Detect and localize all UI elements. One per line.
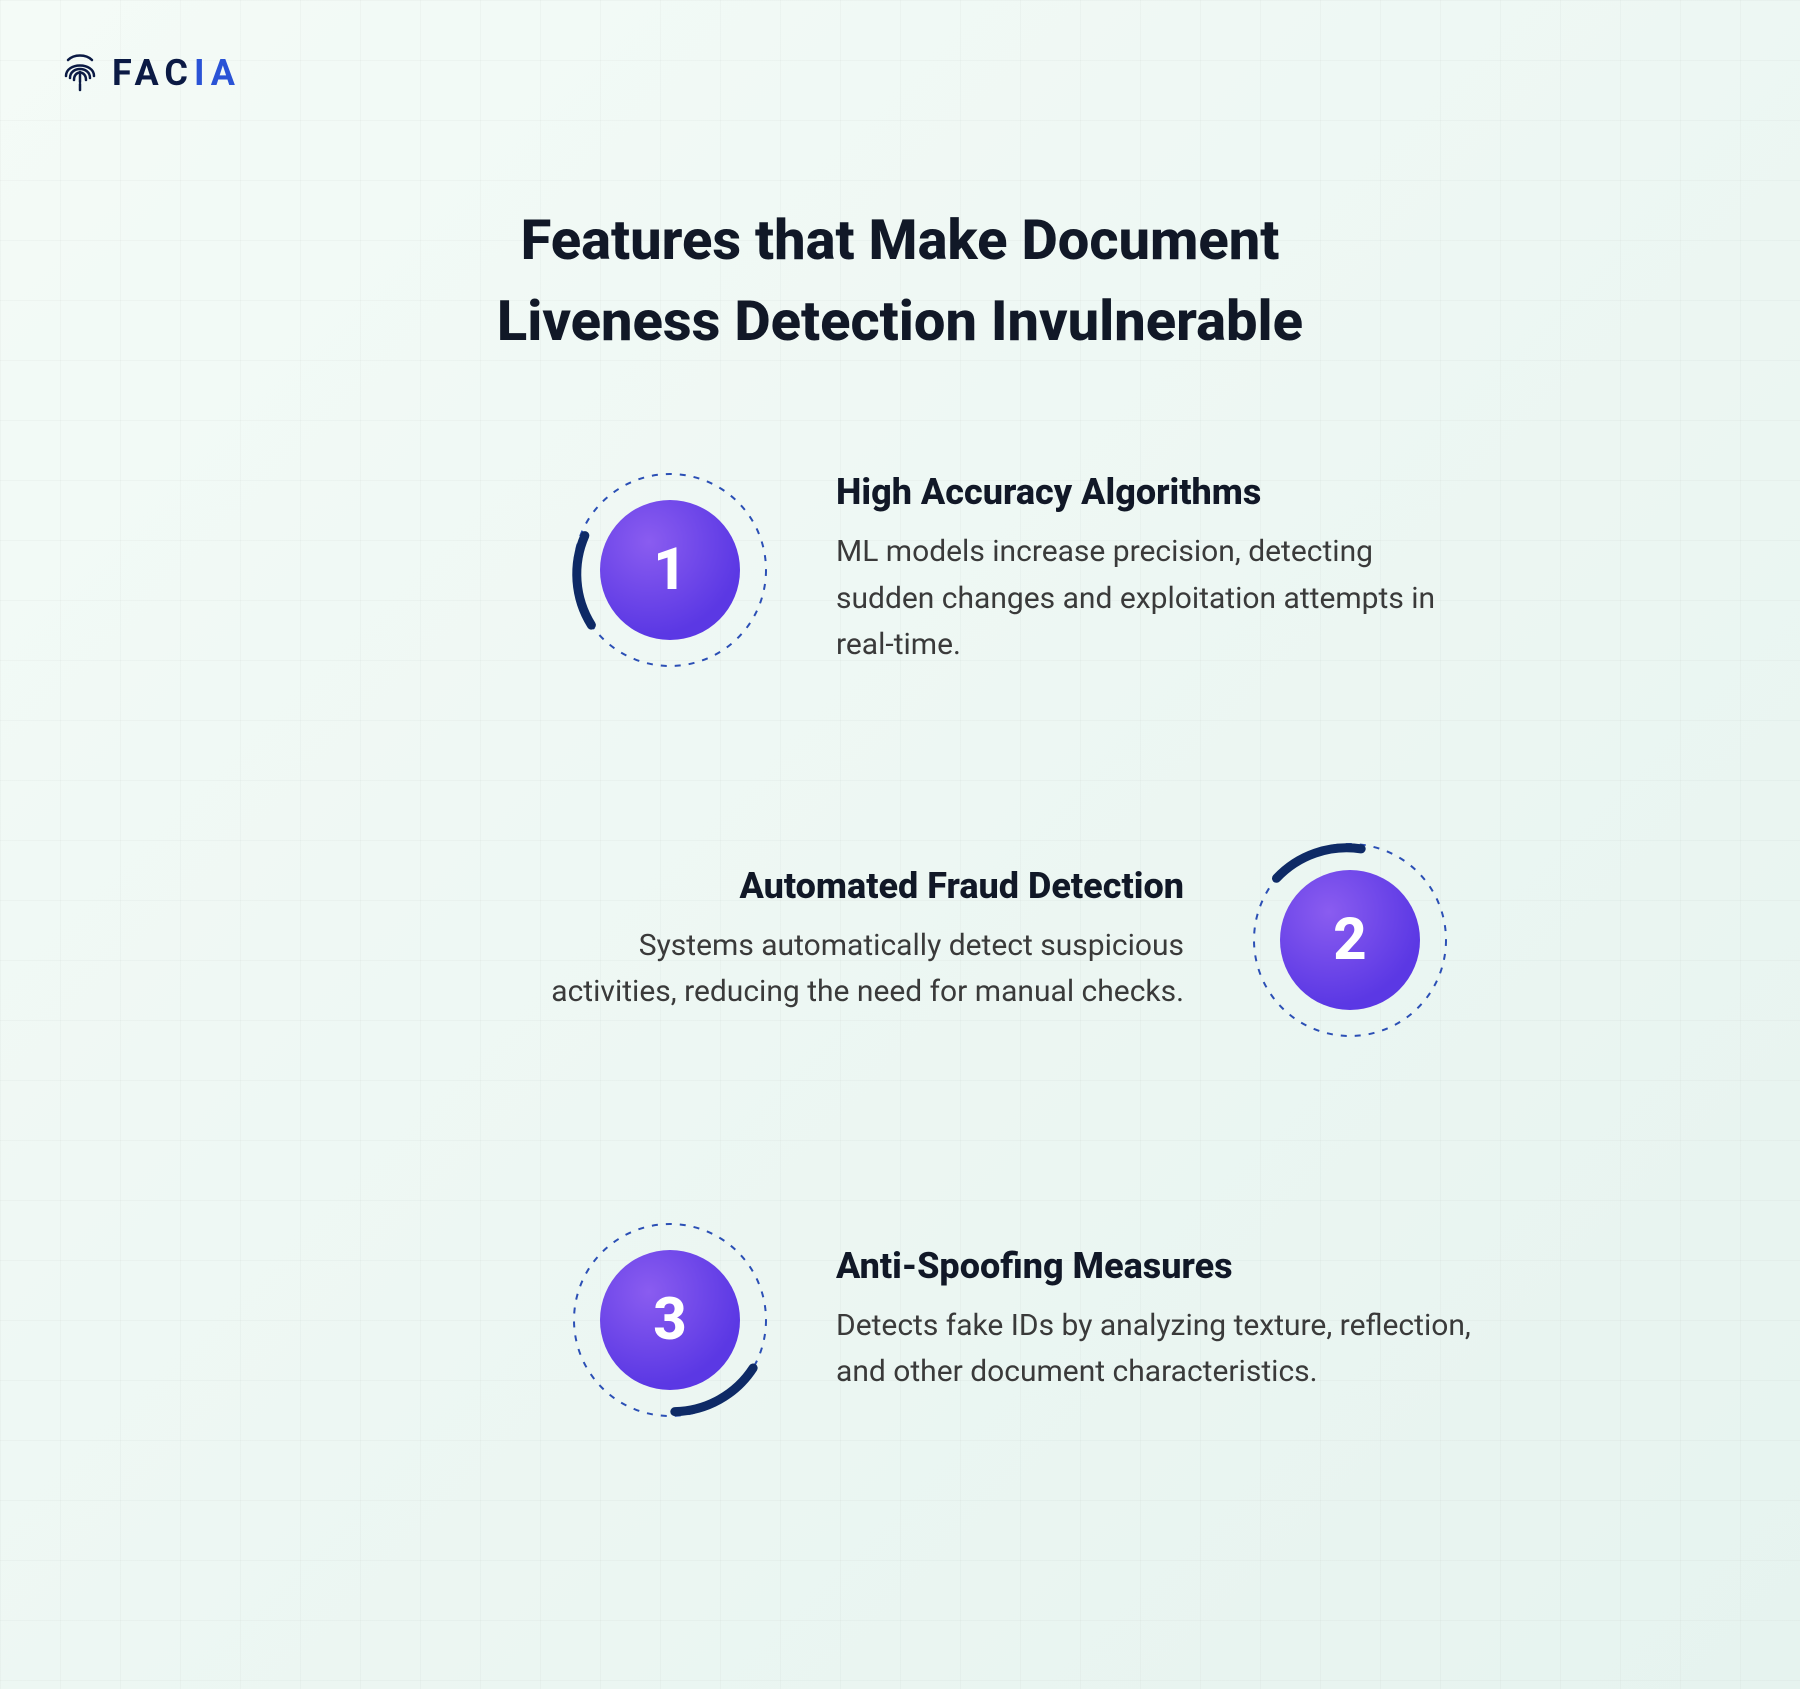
page-title: Features that Make Document Liveness Det… (0, 200, 1800, 362)
feature-description: ML models increase precision, detecting … (836, 529, 1476, 669)
feature-title: High Accuracy Algorithms (836, 471, 1476, 513)
fingerprint-icon (60, 48, 100, 98)
brand-text-main: FAC (112, 52, 194, 94)
feature-number: 3 (600, 1250, 740, 1390)
feature-text: High Accuracy Algorithms ML models incre… (836, 471, 1476, 669)
feature-number: 1 (600, 500, 740, 640)
feature-text: Anti-Spoofing Measures Detects fake IDs … (836, 1245, 1476, 1396)
feature-title: Anti-Spoofing Measures (836, 1245, 1476, 1287)
brand-logo: FACIA (60, 48, 241, 98)
feature-number-badge: 2 (1240, 830, 1460, 1050)
brand-text-accent: IA (194, 52, 241, 94)
feature-item: 3 Anti-Spoofing Measures Detects fake ID… (560, 1210, 1800, 1430)
feature-description: Systems automatically detect suspicious … (544, 923, 1184, 1016)
title-line-1: Features that Make Document (0, 200, 1800, 281)
title-line-2: Liveness Detection Invulnerable (0, 281, 1800, 362)
feature-number-badge: 1 (560, 460, 780, 680)
feature-text: Automated Fraud Detection Systems automa… (544, 865, 1184, 1016)
brand-wordmark: FACIA (112, 52, 241, 94)
feature-item: 1 High Accuracy Algorithms ML models inc… (560, 460, 1800, 680)
feature-number: 2 (1280, 870, 1420, 1010)
feature-description: Detects fake IDs by analyzing texture, r… (836, 1303, 1476, 1396)
feature-title: Automated Fraud Detection (544, 865, 1184, 907)
feature-number-badge: 3 (560, 1210, 780, 1430)
feature-item: Automated Fraud Detection Systems automa… (60, 830, 1460, 1050)
